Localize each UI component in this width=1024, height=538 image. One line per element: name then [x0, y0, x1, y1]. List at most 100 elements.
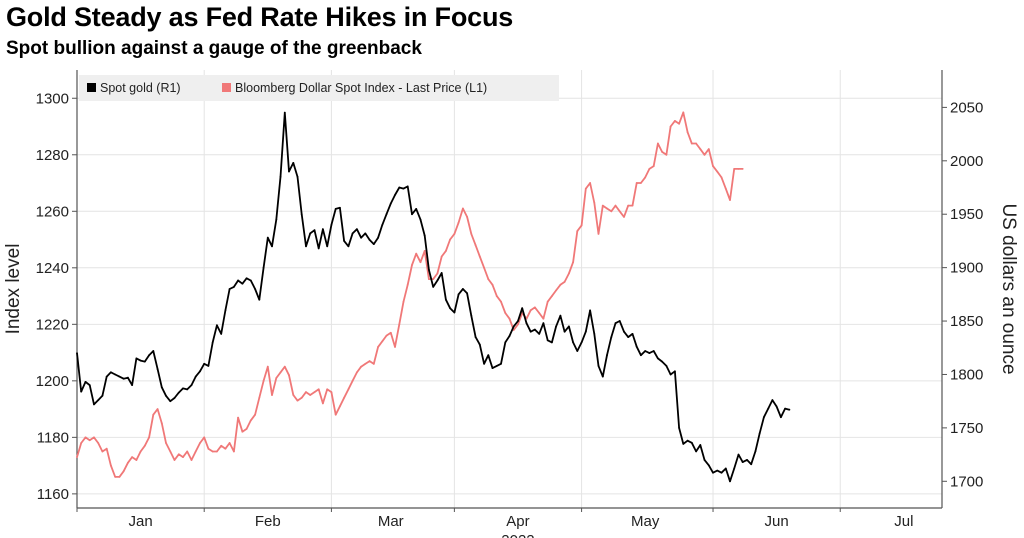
data-point [741, 461, 744, 463]
data-point [763, 416, 765, 419]
data-point [627, 204, 630, 207]
data-point [563, 281, 566, 283]
data-point [203, 436, 206, 439]
data-point [758, 432, 761, 435]
data-point [525, 322, 528, 325]
data-point [623, 330, 625, 333]
data-point [228, 442, 231, 444]
data-point [389, 331, 392, 334]
data-point [220, 444, 223, 447]
data-point [80, 390, 83, 393]
data-point [139, 359, 142, 362]
data-point [703, 459, 706, 461]
data-point [76, 456, 78, 458]
data-point [729, 480, 731, 483]
data-point [258, 396, 261, 399]
data-point [432, 278, 435, 280]
data-point [199, 442, 201, 444]
data-point [110, 371, 112, 374]
data-point [139, 450, 142, 453]
data-point [296, 175, 299, 178]
data-point [381, 224, 384, 226]
data-point [233, 286, 235, 288]
data-point [300, 213, 303, 216]
data-point [173, 397, 176, 399]
data-point [462, 288, 464, 290]
data-point [665, 365, 668, 367]
data-point [466, 216, 468, 218]
data-point [101, 394, 104, 397]
series [76, 111, 791, 483]
data-point [317, 247, 320, 250]
data-point [457, 221, 460, 224]
data-point [275, 377, 278, 379]
data-point [462, 207, 464, 210]
data-point [648, 352, 651, 354]
data-point [449, 238, 451, 241]
data-point [372, 243, 375, 246]
data-point [457, 293, 460, 296]
legend-label: Spot gold (R1) [100, 81, 181, 95]
data-point [568, 272, 570, 275]
data-point [551, 341, 553, 344]
data-point [601, 375, 604, 378]
data-point [500, 300, 502, 303]
data-point [245, 277, 248, 280]
left-tick-label: 1160 [37, 486, 69, 503]
data-point [674, 120, 676, 122]
data-point [160, 422, 163, 425]
chart-subtitle: Spot bullion against a gauge of the gree… [6, 38, 422, 59]
data-point [313, 229, 316, 232]
legend-swatch [87, 83, 96, 92]
data-point [271, 245, 273, 248]
data-point [275, 218, 278, 221]
data-point [432, 286, 435, 288]
data-point [678, 427, 680, 429]
data-point [580, 341, 583, 344]
data-point [152, 413, 155, 416]
data-point [389, 202, 392, 205]
data-point [347, 245, 350, 248]
data-point [661, 151, 663, 153]
data-point [143, 444, 146, 447]
data-point [224, 447, 227, 450]
data-point [194, 450, 197, 453]
data-point [406, 185, 409, 188]
data-point [322, 402, 324, 405]
data-point [165, 394, 167, 397]
data-point [754, 450, 757, 453]
data-point [534, 328, 536, 331]
data-point [283, 365, 286, 368]
x-tick-label: Apr [506, 513, 529, 530]
data-point [143, 360, 146, 363]
data-point [559, 283, 562, 286]
data-point [699, 444, 702, 446]
data-point [169, 450, 172, 453]
data-point [186, 388, 189, 391]
right-tick-label: 1750 [950, 420, 983, 437]
data-point [148, 436, 151, 439]
data-point [398, 323, 401, 326]
data-point [266, 365, 269, 368]
data-point [445, 298, 447, 301]
data-point [716, 469, 719, 472]
x-tick-label: Feb [255, 513, 281, 530]
data-point [402, 300, 405, 303]
data-point [474, 336, 477, 338]
data-point [165, 442, 167, 444]
data-point [707, 148, 710, 151]
data-point [127, 461, 129, 464]
data-point [724, 467, 727, 470]
data-point [652, 350, 655, 352]
data-point [686, 439, 689, 442]
data-point [330, 224, 333, 226]
data-point [194, 375, 197, 378]
data-point [640, 354, 642, 357]
data-point [593, 201, 596, 204]
left-tick-label: 1300 [36, 90, 69, 107]
data-point [398, 186, 401, 189]
data-point [610, 210, 613, 213]
data-point [127, 376, 129, 379]
data-point [644, 350, 647, 352]
data-point [415, 252, 418, 255]
